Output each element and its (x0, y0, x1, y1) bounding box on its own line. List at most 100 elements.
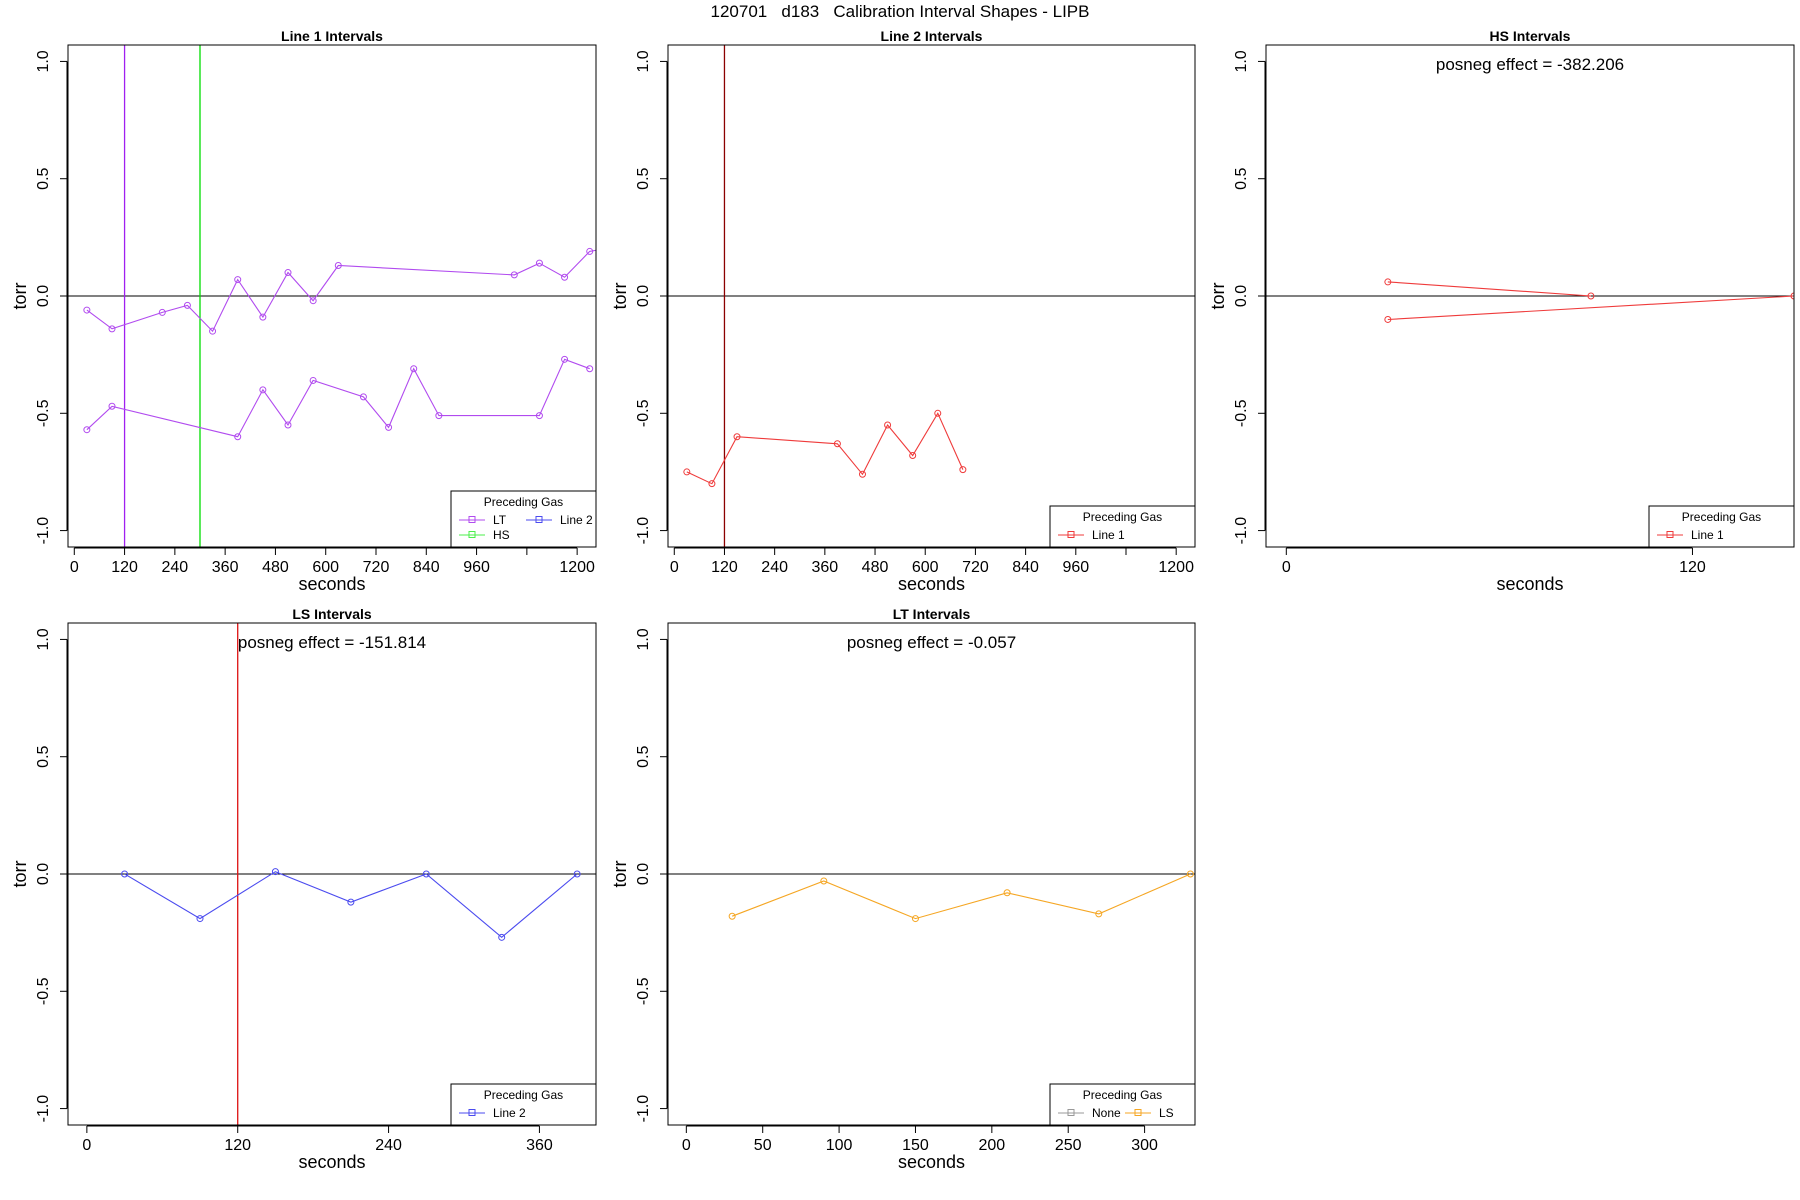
data-point (586, 247, 594, 255)
posneg-annotation: posneg effect = -382.206 (1436, 55, 1624, 74)
y-tick-label: 0.0 (635, 863, 652, 885)
data-point (108, 325, 116, 333)
y-tick-label: 0.0 (35, 863, 52, 885)
data-point (1384, 315, 1392, 323)
x-tick-label: 840 (1012, 559, 1039, 576)
data-point (271, 868, 279, 876)
data-point (422, 870, 430, 878)
data-point (108, 402, 116, 410)
panel-title: HS Intervals (1490, 28, 1571, 44)
plot-area (1266, 278, 1794, 323)
series-line (1387, 281, 1591, 297)
x-tick-label: 600 (312, 559, 339, 576)
series-line (1387, 295, 1794, 321)
plot-frame (1265, 44, 1795, 548)
legend-entry-label: LS (1159, 1106, 1174, 1120)
legend-swatch-marker (1666, 531, 1674, 538)
plot-area (668, 45, 1195, 547)
data-point (561, 355, 569, 363)
data-point (385, 423, 393, 431)
x-axis-label: seconds (298, 1152, 365, 1172)
series-line (686, 412, 964, 485)
data-point (209, 327, 217, 335)
x-tick-label: 960 (1062, 559, 1089, 576)
y-tick-label: -1.0 (35, 517, 52, 545)
legend: Preceding Gas Line 1 (1049, 505, 1196, 548)
data-point (934, 409, 942, 417)
legend-swatch-marker (1067, 1109, 1075, 1116)
legend-entry-label: Line 1 (1691, 528, 1724, 542)
legend-entry-label: Line 1 (1092, 528, 1125, 542)
panel-title: Line 2 Intervals (881, 28, 983, 44)
legend-swatch-marker (468, 516, 476, 523)
legend-swatch-marker (1134, 1109, 1142, 1116)
legend: Preceding Gas Line 1 (1648, 505, 1795, 548)
x-tick-label: 1200 (559, 559, 595, 576)
x-tick-label: 240 (761, 559, 788, 576)
legend-entry-label: HS (493, 528, 510, 542)
x-tick-label: 150 (902, 1137, 929, 1154)
y-tick-label: -1.0 (635, 517, 652, 545)
data-point (234, 276, 242, 284)
panel-title: LT Intervals (893, 606, 971, 622)
y-axis-label: torr (610, 282, 630, 309)
series-line (86, 249, 596, 333)
y-tick-label: -0.5 (35, 399, 52, 427)
series-line (732, 873, 1191, 920)
y-tick-label: 0.5 (635, 745, 652, 767)
x-tick-label: 0 (82, 1137, 91, 1154)
y-tick-label: -1.0 (1233, 517, 1250, 545)
x-tick-label: 480 (262, 559, 289, 576)
x-tick-label: 360 (212, 559, 239, 576)
data-point (586, 365, 594, 373)
x-axis-label: seconds (898, 1152, 965, 1172)
data-point (309, 376, 317, 384)
y-tick-label: -0.5 (635, 977, 652, 1005)
data-point (708, 480, 716, 488)
data-point (435, 412, 443, 420)
x-tick-label: 1200 (1158, 559, 1194, 576)
y-axis-label: torr (610, 860, 630, 887)
data-point (83, 426, 91, 434)
y-tick-label: 0.0 (1233, 285, 1250, 307)
x-axis-label: seconds (1496, 574, 1563, 594)
x-tick-label: 720 (363, 559, 390, 576)
x-tick-label: 240 (162, 559, 189, 576)
y-tick-label: 0.0 (635, 285, 652, 307)
data-point (334, 262, 342, 270)
data-point (1384, 278, 1392, 286)
legend-entry-label: LT (493, 513, 507, 527)
data-point (196, 915, 204, 923)
legend-entry-label: Line 2 (560, 513, 593, 527)
panel-1: Line 1 Intervals 0 120 240 360 480 600 720 840 96… (10, 28, 597, 594)
data-point (83, 306, 91, 314)
data-point (833, 440, 841, 448)
y-axis-label: torr (10, 860, 30, 887)
data-point (535, 412, 543, 420)
data-point (573, 870, 581, 878)
legend-swatch-marker (468, 531, 476, 538)
legend-swatch-marker (468, 1109, 476, 1116)
data-point (820, 877, 828, 885)
x-tick-label: 0 (70, 559, 79, 576)
panel-4: LS Intervals 0 120 240 360 seconds -1.0 -0.5 0.0… (10, 606, 597, 1172)
x-tick-label: 0 (682, 1137, 691, 1154)
data-point (359, 393, 367, 401)
x-tick-label: 120 (1679, 559, 1706, 576)
x-tick-label: 50 (754, 1137, 772, 1154)
posneg-annotation: posneg effect = -0.057 (847, 633, 1016, 652)
data-point (183, 301, 191, 309)
panel-2: Line 2 Intervals 0 120 240 360 480 600 720 840 96… (610, 28, 1196, 594)
y-tick-label: -0.5 (35, 977, 52, 1005)
data-point (909, 452, 917, 460)
page-title: 120701 d183 Calibration Interval Shapes … (710, 2, 1090, 21)
data-point (728, 912, 736, 920)
legend-title: Preceding Gas (1682, 510, 1761, 524)
x-tick-label: 0 (1282, 559, 1291, 576)
legend-swatch-marker (1067, 531, 1075, 538)
y-tick-label: 1.0 (635, 628, 652, 650)
x-tick-label: 240 (375, 1137, 402, 1154)
data-point (1790, 292, 1794, 300)
x-axis-label: seconds (898, 574, 965, 594)
data-point (510, 271, 518, 279)
